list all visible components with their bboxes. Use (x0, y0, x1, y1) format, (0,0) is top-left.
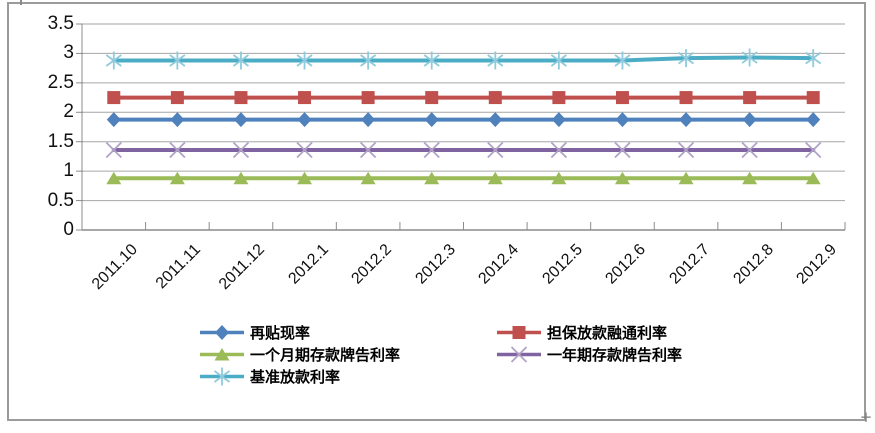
marker-diamond-icon (233, 112, 248, 128)
marker-triangle-icon (169, 171, 185, 185)
marker-diamond-icon (424, 112, 439, 128)
marker-square-icon (298, 91, 312, 105)
marker-square-icon (488, 91, 502, 105)
marker-square-icon (615, 91, 629, 105)
marker-diamond-icon (361, 112, 376, 128)
y-tick-label: 1 (63, 160, 74, 182)
marker-triangle-icon (742, 171, 758, 185)
marker-square-icon (743, 91, 757, 105)
marker-asterisk-icon (741, 48, 758, 67)
marker-square-icon (107, 91, 121, 105)
legend-item: 担保放款融通利率 (496, 322, 682, 343)
marker-asterisk-icon (169, 51, 186, 70)
marker-x-icon (105, 141, 122, 159)
marker-diamond-icon (806, 112, 821, 128)
marker-x-icon (741, 141, 758, 159)
marker-triangle-icon (297, 171, 313, 185)
marker-asterisk-icon (105, 51, 122, 70)
marker-x-icon (614, 141, 631, 159)
marker-asterisk-icon (296, 51, 313, 70)
marker-x-icon (677, 141, 695, 159)
y-tick-label: 3 (63, 42, 74, 64)
marker-triangle-icon (424, 171, 440, 185)
marker-diamond-icon (742, 112, 757, 128)
y-tick-label: 2 (63, 101, 74, 123)
marker-diamond-icon (215, 324, 229, 340)
legend-label: 担保放款融通利率 (547, 323, 668, 342)
marker-asterisk-icon (423, 51, 440, 70)
marker-triangle-icon (214, 347, 230, 360)
marker-asterisk-icon (550, 51, 567, 70)
marker-asterisk-icon (232, 51, 249, 70)
marker-triangle-icon (678, 171, 694, 185)
marker-diamond-icon (679, 112, 694, 128)
legend-item: 一个月期存款牌告利率 (199, 344, 496, 365)
marker-triangle-icon (551, 171, 567, 185)
marker-square-icon (552, 91, 566, 105)
marker-square-icon (170, 91, 184, 105)
marker-asterisk-icon (360, 51, 377, 70)
legend-item: 再贴现率 (199, 322, 496, 343)
marker-asterisk-icon (213, 367, 231, 385)
marker-diamond-icon (106, 112, 121, 128)
legend-item: 基准放款利率 (199, 366, 496, 387)
legend-label: 一个月期存款牌告利率 (250, 345, 401, 364)
marker-x-icon (805, 141, 822, 159)
y-tick-label: 2.5 (47, 71, 74, 93)
marker-diamond-icon (170, 112, 185, 128)
marker-triangle-icon (487, 171, 503, 185)
y-tick-label: 0.5 (47, 189, 74, 211)
chart-legend: 再贴现率 担保放款融通利率一个月期存款牌告利率 一年期存款牌告利率基准放款利率 (199, 321, 682, 387)
marker-x-icon (423, 141, 440, 159)
y-tick-label: 3.5 (47, 13, 74, 34)
marker-diamond-icon (297, 112, 312, 128)
marker-triangle-icon (614, 171, 630, 185)
legend-marker-x-icon (497, 345, 541, 363)
marker-x-icon (550, 141, 568, 159)
marker-x-icon (169, 141, 186, 159)
legend-item: 一年期存款牌告利率 (496, 344, 682, 365)
marker-square-icon (679, 91, 693, 105)
series-line (111, 55, 816, 63)
marker-x-icon (359, 141, 377, 159)
marker-triangle-icon (360, 171, 376, 185)
marker-x-icon (232, 141, 250, 159)
marker-diamond-icon (551, 112, 566, 128)
legend-marker-triangle-icon (200, 347, 244, 360)
marker-square-icon (806, 91, 820, 105)
marker-triangle-icon (805, 171, 821, 185)
marker-triangle-icon (233, 171, 249, 185)
marker-asterisk-icon (678, 49, 695, 68)
marker-square-icon (425, 91, 439, 105)
marker-x-icon (510, 345, 528, 363)
marker-diamond-icon (488, 112, 503, 128)
marker-asterisk-icon (805, 49, 822, 68)
legend-marker-diamond-icon (200, 324, 244, 340)
legend-label: 一年期存款牌告利率 (547, 345, 683, 364)
y-tick-label: 1.5 (47, 130, 74, 152)
marker-triangle-icon (106, 171, 122, 185)
legend-label: 基准放款利率 (250, 367, 341, 386)
legend-marker-asterisk-icon (200, 367, 244, 385)
crop-mark-icon (20, 0, 22, 5)
legend-marker-square-icon (497, 325, 541, 339)
resize-handle-icon[interactable]: + (859, 408, 873, 426)
marker-asterisk-icon (487, 51, 504, 70)
marker-x-icon (487, 141, 504, 159)
marker-diamond-icon (615, 112, 630, 128)
marker-square-icon (234, 91, 248, 105)
figure-border (7, 2, 866, 421)
marker-square-icon (512, 325, 526, 339)
marker-square-icon (361, 91, 375, 105)
marker-x-icon (296, 141, 313, 159)
legend-label: 再贴现率 (250, 323, 311, 342)
y-tick-label: 0 (63, 219, 74, 240)
marker-asterisk-icon (614, 51, 631, 70)
